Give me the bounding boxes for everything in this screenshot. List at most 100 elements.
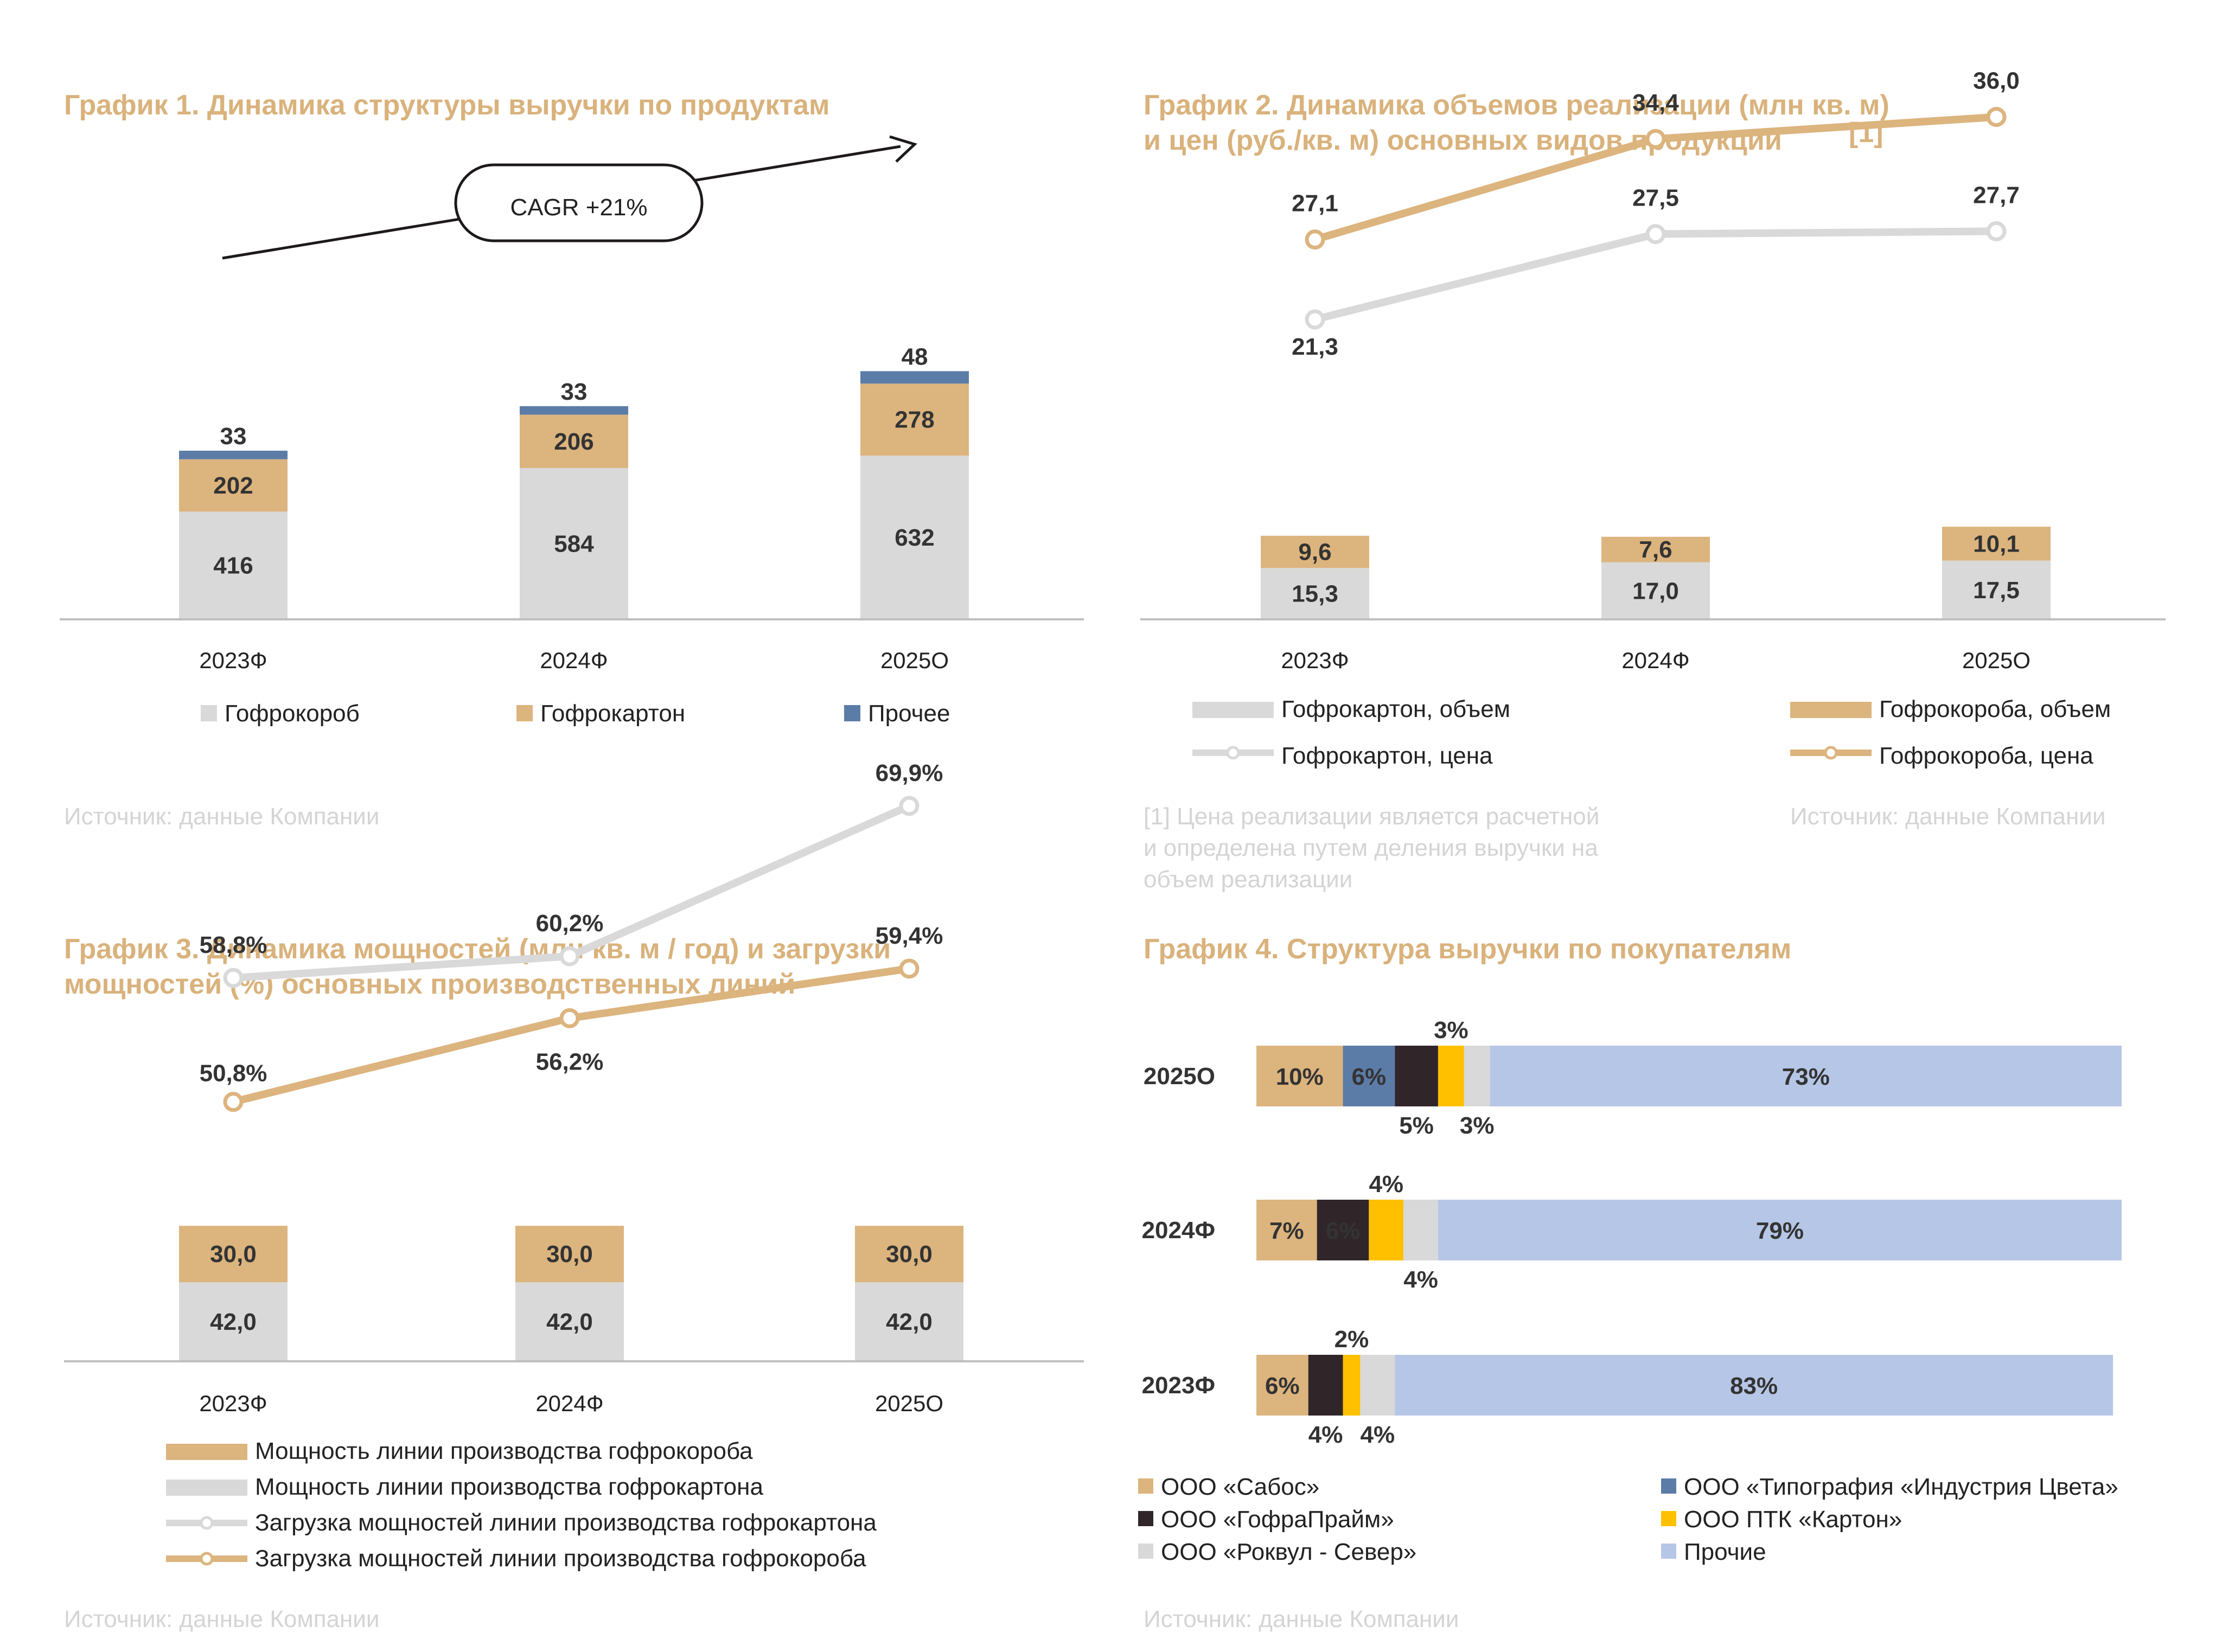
chart4-value-label: 7%: [1269, 1218, 1304, 1244]
chart2-title-line1: График 2. Динамика объемов реализации (м…: [1144, 89, 1889, 121]
chart4-bar-3-5: [1395, 1355, 2114, 1416]
chart3-bar-value-label: 42,0: [886, 1309, 933, 1335]
chart3-bar-value-label: 30,0: [210, 1241, 257, 1267]
chart2-bar-value-label: 7,6: [1639, 536, 1672, 563]
chart4-value-label: 79%: [1756, 1218, 1804, 1244]
chart4-bar-3-3: [1343, 1355, 1361, 1416]
chart3-line-1-point: [559, 946, 580, 966]
chart2-bar-value-label: 17,0: [1632, 578, 1679, 604]
chart1-value-label: 416: [213, 553, 253, 579]
chart2-line-2-point: [1986, 107, 2007, 127]
chart4-value-label: 83%: [1730, 1373, 1778, 1399]
chart1-x-tick: 2024Ф: [540, 648, 608, 673]
chart2-bar-value-label: 15,3: [1292, 581, 1338, 607]
chart1-bar-1-1: [179, 511, 288, 619]
chart4-value-label: 6%: [1326, 1218, 1361, 1244]
chart3-x-tick: 2024Ф: [535, 1391, 603, 1416]
chart4-value-label: 4%: [1361, 1422, 1395, 1448]
chart1-legend-swatch: [516, 705, 533, 721]
chart3-bar-value-label: 30,0: [546, 1241, 593, 1267]
chart2-bar-value-label: 9,6: [1298, 539, 1331, 566]
chart4-bar-1-2: [1343, 1046, 1395, 1106]
chart4-value-label: 6%: [1352, 1064, 1387, 1090]
chart2-legend-label: Гофрокартон, цена: [1281, 742, 1493, 769]
chart2-line-value-label: 34,4: [1632, 89, 1679, 116]
chart4-bar-2-2: [1317, 1200, 1369, 1260]
chart2-legend-label: Гофрокороба, цена: [1879, 742, 2093, 769]
chart2-legend-marker: [1226, 746, 1240, 760]
chart4-legend-swatch: [1138, 1544, 1153, 1559]
chart4-bar-1-1: [1256, 1046, 1343, 1106]
chart2-bar-1-1: [1261, 568, 1369, 619]
chart4-bar-2-3: [1369, 1200, 1404, 1260]
chart4-legend-swatch: [1661, 1544, 1676, 1559]
chart3-bar-1-2: [515, 1282, 624, 1361]
chart2-source: Источник: данные Компании: [1790, 803, 2105, 830]
chart2-legend-swatch: [1192, 702, 1274, 718]
chart2-legend-label: Гофрокартон, объем: [1281, 696, 1510, 722]
chart3-bar-2-3: [855, 1226, 963, 1283]
chart2-line-2-point: [1645, 129, 1666, 149]
chart4-bar-1-6: [1490, 1046, 2122, 1106]
chart4-bar-2-4: [1403, 1200, 1438, 1260]
chart4-value-label: 3%: [1434, 1017, 1468, 1043]
chart1-cagr-bubble: [454, 163, 704, 242]
chart1-legend-swatch: [201, 705, 217, 721]
chart3-legend-label: Мощность линии производства гофрокартона: [255, 1474, 763, 1500]
chart4-legend-label: Прочие: [1684, 1539, 1766, 1565]
chart1-bar-2-1: [179, 459, 288, 512]
chart4-value-label: 4%: [1403, 1266, 1438, 1293]
chart1-value-label: 202: [213, 472, 253, 499]
chart4-bar-1-3: [1395, 1046, 1438, 1106]
chart1-legend-label: Прочее: [868, 700, 950, 727]
chart4-bar-3-2: [1308, 1355, 1343, 1416]
chart2-line-1-point: [1645, 224, 1666, 244]
chart3-bar-value-label: 42,0: [210, 1309, 257, 1335]
chart3-bar-value-label: 42,0: [546, 1309, 593, 1335]
chart3-legend-label: Загрузка мощностей линии производства го…: [255, 1509, 877, 1536]
chart2-bar-2-3: [1942, 527, 2051, 561]
chart3-legend-label: Загрузка мощностей линии производства го…: [255, 1545, 866, 1572]
chart1-value-label: 48: [902, 343, 928, 370]
chart3-line-1-point: [899, 796, 920, 816]
chart4-legend-swatch: [1138, 1478, 1153, 1494]
chart4-legend-label: ООО «Сабос»: [1161, 1474, 1319, 1500]
chart1-value-label: 33: [220, 423, 247, 450]
chart1-bar-1-3: [860, 456, 969, 619]
chart3-line-value-label: 58,8%: [200, 932, 267, 958]
chart1-legend-label: Гофрокартон: [540, 700, 685, 727]
chart3-bar-1-3: [855, 1282, 963, 1361]
chart1-legend-swatch: [844, 705, 860, 721]
chart2-legend-swatch: [1790, 702, 1872, 718]
chart4-legend-swatch: [1138, 1511, 1153, 1526]
chart1-bar-2-2: [520, 414, 628, 469]
chart3-line-value-label: 60,2%: [536, 910, 604, 937]
chart2-line-2-point: [1305, 229, 1325, 250]
chart4-value-label: 73%: [1782, 1064, 1830, 1090]
chart2-x-tick: 2023Ф: [1281, 648, 1349, 673]
chart4-value-label: 10%: [1276, 1064, 1324, 1090]
chart2-line-value-label: 27,5: [1632, 185, 1679, 212]
chart1-value-label: 278: [895, 407, 934, 433]
chart4-legend-label: ООО ПТК «Картон»: [1684, 1506, 1902, 1533]
chart3-line-value-label: 59,4%: [876, 923, 943, 949]
chart3-bar-value-label: 30,0: [886, 1241, 933, 1267]
chart1-value-label: 632: [895, 524, 934, 551]
chart2-x-tick: 2025О: [1962, 648, 2031, 673]
chart3-source: Источник: данные Компании: [64, 1606, 379, 1632]
chart3-line-value-label: 50,8%: [200, 1060, 267, 1087]
chart1-legend-label: Гофрокороб: [225, 700, 360, 727]
chart2-bar-1-3: [1942, 560, 2051, 619]
chart2-bar-2-2: [1601, 536, 1710, 562]
chart2-footnote-line: [1] Цена реализации является расчетной: [1144, 803, 1599, 830]
chart1-bar-3-1: [179, 451, 288, 459]
chart1-x-tick: 2023Ф: [199, 648, 267, 673]
chart4-value-label: 6%: [1265, 1373, 1300, 1399]
chart2-bar-value-label: 10,1: [1973, 530, 2020, 557]
chart2-bar-value-label: 17,5: [1973, 577, 2020, 604]
chart3-line-1-point: [223, 968, 244, 988]
chart3-bar-2-2: [515, 1226, 624, 1283]
chart4-legend-swatch: [1661, 1511, 1676, 1526]
